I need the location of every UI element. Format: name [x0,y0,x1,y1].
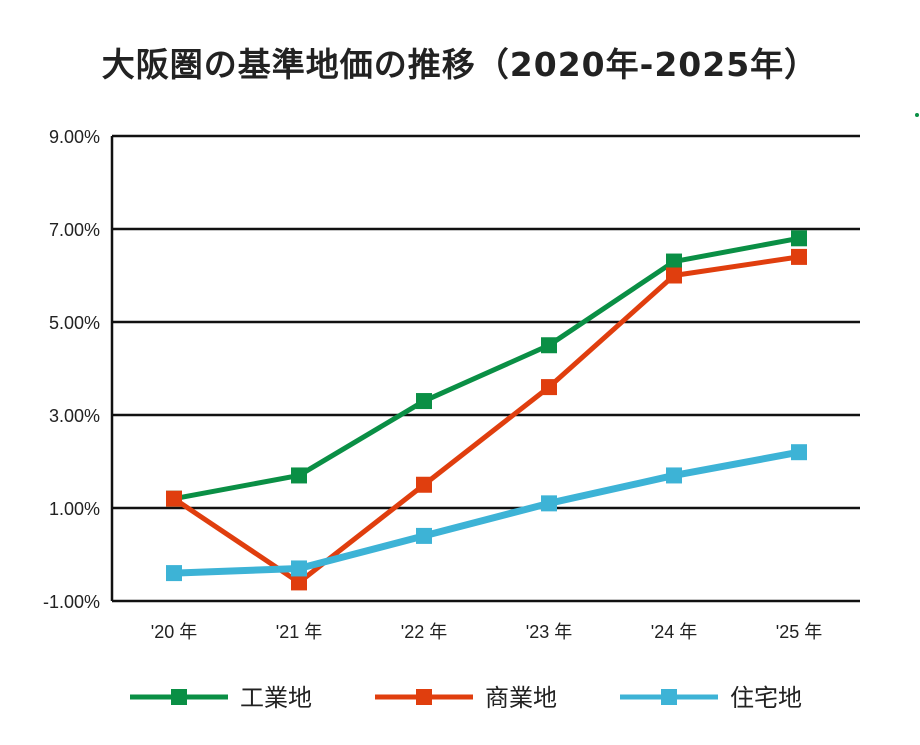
y-tick-label: 9.00% [49,127,100,147]
y-tick-label: -1.00% [43,592,100,612]
data-point [541,337,557,354]
x-tick-label: '25 年 [776,622,822,642]
data-point [416,527,432,544]
data-point [791,248,807,265]
data-point [291,467,307,484]
y-tick-label: 7.00% [49,220,100,240]
legend-label: 住宅地 [730,684,802,712]
data-point [666,467,682,484]
x-tick-label: '20 年 [151,622,197,642]
legend-marker [171,689,187,705]
data-point [166,490,182,507]
x-tick-label: '23 年 [526,622,572,642]
x-tick-label: '22 年 [401,622,447,642]
data-point [541,379,557,396]
data-point [416,393,432,410]
data-point [666,267,682,284]
data-point [416,476,432,493]
data-point [666,253,682,270]
data-point [166,565,182,582]
x-tick-label: '21 年 [276,622,322,642]
data-point [791,444,807,461]
data-point [291,574,307,591]
x-tick-label: '24 年 [651,622,697,642]
series-line-2 [172,254,800,585]
legend-label: 商業地 [485,684,557,712]
series-line-3 [173,448,800,577]
legend-marker [416,689,432,705]
y-tick-label: 3.00% [49,406,100,426]
legend-marker [661,689,677,705]
series-line-1 [173,235,800,502]
data-point [541,495,557,512]
legend-label: 工業地 [240,684,312,712]
y-tick-label: 5.00% [49,313,100,333]
data-point [791,230,807,247]
y-tick-label: 1.00% [49,499,100,519]
chart-title: 大阪圏の基準地価の推移（2020年-2025年） [101,45,819,84]
decorative-dot [915,113,919,117]
data-point [291,560,307,577]
